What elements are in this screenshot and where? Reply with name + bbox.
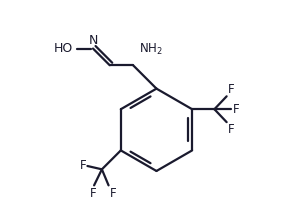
Text: F: F [232,103,239,116]
Text: F: F [80,159,87,172]
Text: F: F [228,123,235,136]
Text: F: F [228,83,235,96]
Text: NH$_2$: NH$_2$ [139,42,162,57]
Text: N: N [88,34,98,47]
Text: F: F [109,187,116,200]
Text: F: F [90,187,97,200]
Text: HO: HO [54,42,73,55]
